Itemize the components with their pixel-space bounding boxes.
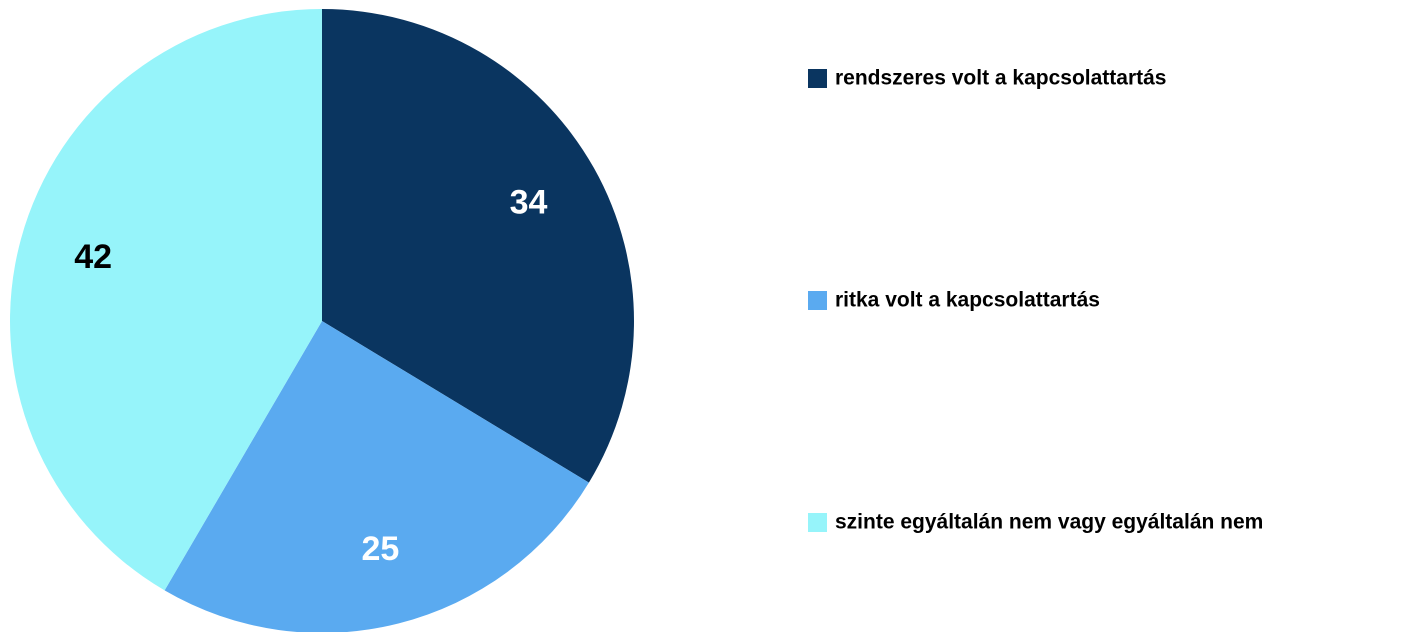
legend-label: ritka volt a kapcsolattartás	[835, 289, 1100, 312]
legend-label: szinte egyáltalán nem vagy egyáltalán ne…	[835, 511, 1263, 534]
data-label: 42	[74, 238, 112, 276]
data-label: 34	[510, 184, 548, 222]
legend-swatch	[808, 513, 827, 532]
legend-swatch	[808, 69, 827, 88]
pie-slice	[9, 9, 322, 591]
pie-slice	[322, 9, 635, 483]
pie-slice	[164, 321, 589, 632]
legend-label: rendszeres volt a kapcsolattartás	[835, 67, 1167, 90]
legend-swatch	[808, 291, 827, 310]
data-label: 25	[361, 530, 399, 568]
